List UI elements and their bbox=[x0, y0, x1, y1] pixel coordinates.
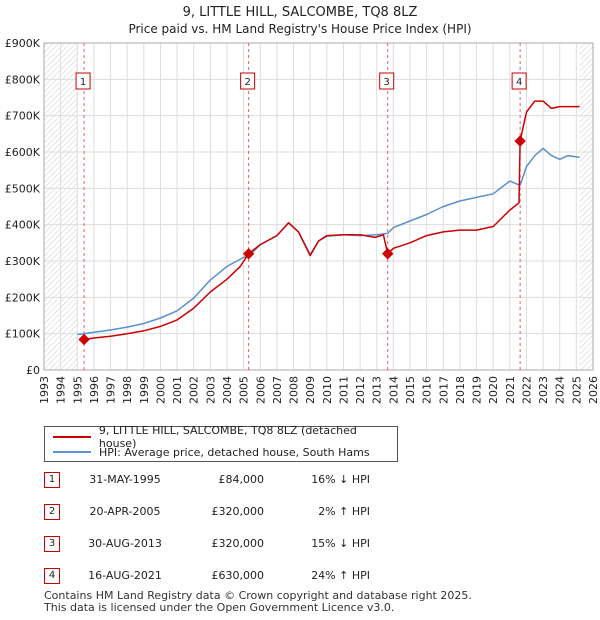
series-line-property bbox=[83, 100, 580, 341]
x-tick-label: 2012 bbox=[354, 376, 367, 404]
sale-point bbox=[78, 333, 90, 346]
x-tick-label: 2023 bbox=[537, 376, 550, 404]
x-tick-label: 2022 bbox=[520, 376, 533, 404]
sale-point bbox=[242, 248, 255, 260]
transaction-price: £84,000 bbox=[218, 473, 265, 486]
legend-swatch-property bbox=[53, 436, 91, 438]
transaction-number-badge: 2 bbox=[44, 504, 60, 520]
x-tick-label: 1995 bbox=[71, 376, 84, 404]
x-tick-label: 2007 bbox=[271, 376, 284, 404]
y-tick-label: £600K bbox=[5, 146, 41, 159]
y-tick-label: £700K bbox=[5, 110, 41, 123]
x-tick-label: 2011 bbox=[337, 376, 350, 404]
transaction-hpi-delta: 2% ↑ HPI bbox=[318, 505, 370, 518]
legend-item-property: 9, LITTLE HILL, SALCOMBE, TQ8 8LZ (detac… bbox=[53, 424, 397, 450]
x-tick-label: 1993 bbox=[38, 376, 51, 404]
transaction-number-label: 4 bbox=[516, 77, 522, 88]
transaction-number-box bbox=[75, 72, 91, 90]
plot-border bbox=[43, 42, 594, 371]
transaction-number-badge: 4 bbox=[44, 568, 60, 584]
transaction-hpi-delta: 15% ↓ HPI bbox=[311, 537, 370, 550]
y-tick-label: £300K bbox=[5, 255, 41, 268]
y-tick-label: £800K bbox=[5, 73, 41, 86]
transaction-number-badge: 1 bbox=[44, 472, 60, 488]
transaction-price: £320,000 bbox=[211, 537, 265, 550]
x-tick-label: 2001 bbox=[171, 376, 184, 404]
x-tick-label: 1994 bbox=[55, 376, 68, 404]
x-tick-label: 2017 bbox=[437, 376, 450, 404]
price-chart: 9, LITTLE HILL, SALCOMBE, TQ8 8LZ Price … bbox=[5, 5, 600, 404]
chart-subtitle: Price paid vs. HM Land Registry's House … bbox=[128, 22, 471, 36]
transaction-date: 20-APR-2005 bbox=[89, 505, 161, 518]
x-tick-label: 2015 bbox=[404, 376, 417, 404]
x-tick-label: 2026 bbox=[587, 376, 600, 404]
x-tick-label: 2024 bbox=[554, 376, 567, 404]
x-tick-label: 1997 bbox=[105, 376, 118, 404]
transaction-hpi-delta: 16% ↓ HPI bbox=[311, 473, 370, 486]
transaction-number-label: 2 bbox=[244, 77, 250, 88]
sale-point bbox=[514, 135, 526, 147]
x-tick-label: 2002 bbox=[188, 376, 201, 404]
legend-label-hpi: HPI: Average price, detached house, Sout… bbox=[99, 445, 370, 459]
table-row: 3 30-AUG-2013 £320,000 15% ↓ HPI bbox=[44, 536, 464, 554]
table-row: 2 20-APR-2005 £320,000 2% ↑ HPI bbox=[44, 504, 464, 522]
transaction-number-box bbox=[240, 72, 256, 90]
attribution-footer: Contains HM Land Registry data © Crown c… bbox=[44, 590, 472, 614]
chart-title: 9, LITTLE HILL, SALCOMBE, TQ8 8LZ bbox=[183, 5, 418, 20]
x-tick-label: 2006 bbox=[254, 376, 267, 404]
sale-point bbox=[381, 248, 394, 260]
x-tick-label: 2021 bbox=[504, 376, 517, 404]
transaction-number-box bbox=[379, 72, 395, 90]
y-tick-label: £100K bbox=[5, 328, 41, 341]
y-tick-label: £500K bbox=[5, 182, 41, 195]
attribution-line-1: Contains HM Land Registry data © Crown c… bbox=[44, 589, 472, 602]
x-tick-label: 2005 bbox=[238, 376, 251, 404]
x-tick-label: 2013 bbox=[371, 376, 384, 404]
x-tick-label: 2009 bbox=[304, 376, 317, 404]
x-tick-label: 2016 bbox=[421, 376, 434, 404]
x-tick-label: 2014 bbox=[387, 376, 400, 404]
x-tick-label: 1999 bbox=[138, 376, 151, 404]
legend-swatch-hpi bbox=[53, 451, 91, 453]
x-tick-label: 2025 bbox=[570, 376, 583, 404]
transaction-date: 16-AUG-2021 bbox=[88, 569, 162, 582]
x-tick-label: 2020 bbox=[487, 376, 500, 404]
post-data-hatch bbox=[579, 43, 593, 370]
y-tick-label: £200K bbox=[5, 291, 41, 304]
x-tick-label: 2018 bbox=[454, 376, 467, 404]
legend-label-property: 9, LITTLE HILL, SALCOMBE, TQ8 8LZ (detac… bbox=[98, 424, 357, 450]
x-tick-label: 2004 bbox=[221, 376, 234, 404]
y-tick-label: £0 bbox=[26, 364, 40, 377]
x-tick-label: 1998 bbox=[121, 376, 134, 404]
x-tick-label: 2019 bbox=[471, 376, 484, 404]
y-tick-label: £900K bbox=[5, 37, 41, 50]
transaction-number-label: 1 bbox=[80, 77, 86, 88]
y-tick-label: £400K bbox=[5, 219, 41, 232]
transaction-number-label: 3 bbox=[384, 77, 390, 88]
chart-legend: 9, LITTLE HILL, SALCOMBE, TQ8 8LZ (detac… bbox=[44, 424, 398, 462]
attribution-line-2: This data is licensed under the Open Gov… bbox=[44, 601, 395, 614]
transaction-hpi-delta: 24% ↑ HPI bbox=[311, 569, 370, 582]
transaction-number-box bbox=[511, 72, 527, 90]
table-row: 1 31-MAY-1995 £84,000 16% ↓ HPI bbox=[44, 472, 464, 490]
x-tick-label: 2003 bbox=[204, 376, 217, 404]
transaction-price: £320,000 bbox=[211, 505, 265, 518]
x-tick-label: 2000 bbox=[154, 376, 167, 404]
transaction-date: 30-AUG-2013 bbox=[88, 537, 162, 550]
table-row: 4 16-AUG-2021 £630,000 24% ↑ HPI bbox=[44, 568, 464, 586]
plot-area bbox=[44, 43, 593, 370]
transaction-number-badge: 3 bbox=[44, 536, 60, 552]
x-tick-label: 2010 bbox=[321, 376, 334, 404]
transaction-date: 31-MAY-1995 bbox=[89, 473, 161, 486]
x-tick-label: 1996 bbox=[88, 376, 101, 404]
x-tick-label: 2008 bbox=[288, 376, 301, 404]
transaction-price: £630,000 bbox=[211, 569, 265, 582]
legend-item-hpi: HPI: Average price, detached house, Sout… bbox=[53, 445, 370, 459]
